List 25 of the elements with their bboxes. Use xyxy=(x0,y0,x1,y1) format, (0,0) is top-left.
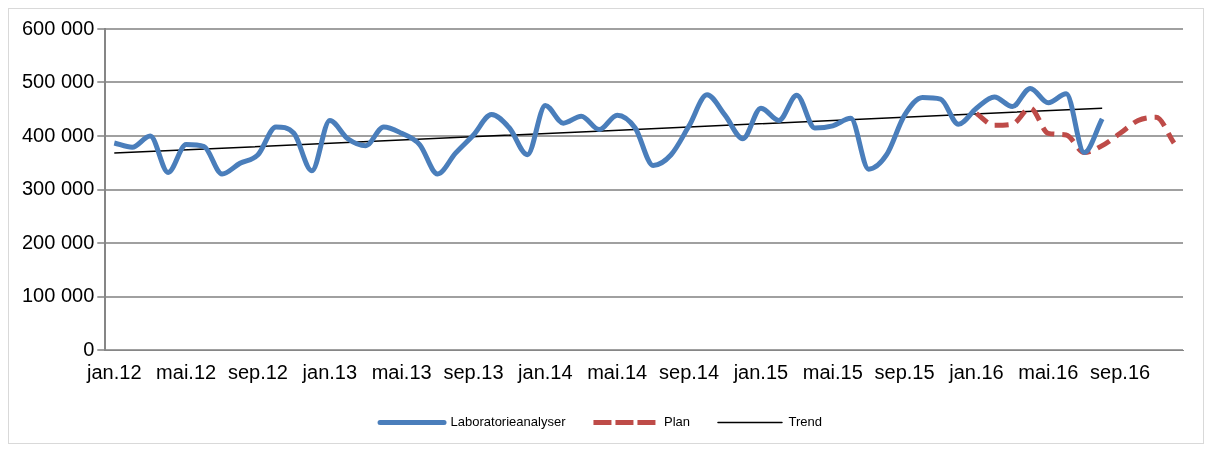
x-tick-label: mai.13 xyxy=(371,360,432,383)
x-tick-label: mai.15 xyxy=(802,360,863,383)
x-tick-label: jan.13 xyxy=(301,360,358,383)
x-tick-label: mai.12 xyxy=(156,360,217,383)
legend-label: Plan xyxy=(663,414,690,430)
x-tick-label: sep.13 xyxy=(443,360,504,383)
x-tick-label: jan.15 xyxy=(732,360,789,383)
x-tick-label: jan.16 xyxy=(948,360,1004,383)
x-tick-label: mai.16 xyxy=(1018,360,1079,383)
x-tick-label: sep.12 xyxy=(227,360,288,383)
x-tick-label: jan.12 xyxy=(86,360,142,383)
x-tick-label: mai.14 xyxy=(587,360,648,383)
y-tick-label: 300 000 xyxy=(22,177,95,200)
y-tick-label: 100 000 xyxy=(22,284,95,307)
y-tick-label: 600 000 xyxy=(22,16,95,39)
x-tick-label: jan.14 xyxy=(517,360,573,383)
y-tick-label: 0 xyxy=(83,337,95,360)
x-tick-label: sep.14 xyxy=(659,360,720,383)
y-tick-label: 200 000 xyxy=(22,230,95,253)
x-tick-label: sep.15 xyxy=(874,360,935,383)
y-tick-label: 400 000 xyxy=(22,123,95,146)
legend-label: Laboratorieanalyser xyxy=(450,414,567,430)
y-tick-label: 500 000 xyxy=(22,70,95,93)
legend-label: Trend xyxy=(788,414,822,430)
x-tick-label: sep.16 xyxy=(1090,360,1151,383)
